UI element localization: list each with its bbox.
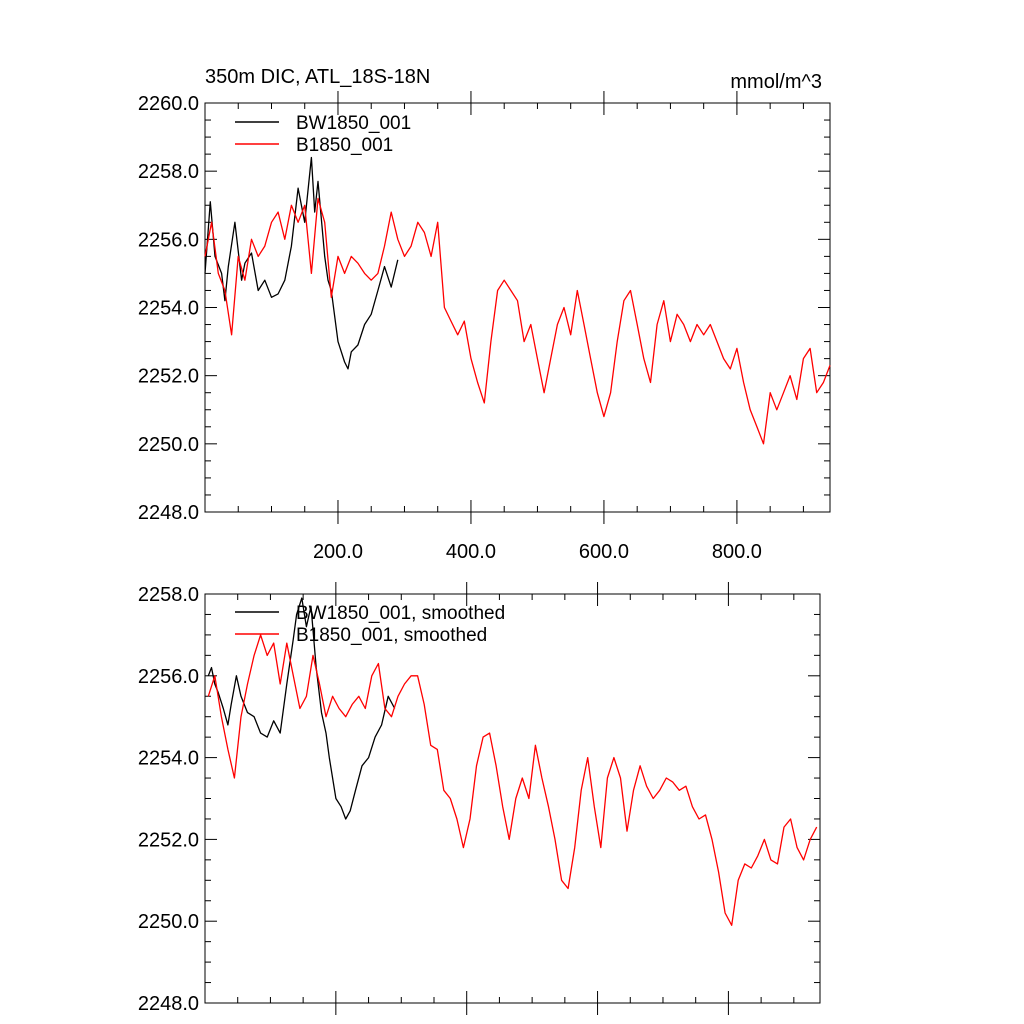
x-tick-label: 800.0 <box>712 541 762 563</box>
y-tick-label: 2250.0 <box>138 911 199 933</box>
x-tick-label: 600.0 <box>579 541 629 563</box>
y-tick-label: 2256.0 <box>138 666 199 688</box>
y-tick-label: 2248.0 <box>138 502 199 524</box>
y-tick-label: 2256.0 <box>138 229 199 251</box>
y-tick-label: 2258.0 <box>138 584 199 606</box>
bottom-panel: 2248.0 2250.0 2252.0 2254.0 2256.0 2258.0 BW18… <box>138 582 821 1015</box>
y-tick-label: 2254.0 <box>138 298 199 320</box>
y-tick-label: 2252.0 <box>138 829 199 851</box>
chart-title: 350m DIC, ATL_18S-18N <box>205 66 430 88</box>
series-line-b1850-001 <box>204 197 831 445</box>
series-line-bw1850-001-smoothed <box>207 597 396 820</box>
plot-frame <box>204 102 831 513</box>
series-line-b1850-001-smoothed <box>207 634 818 926</box>
y-tick-label: 2248.0 <box>138 993 199 1015</box>
y-tick-label: 2258.0 <box>138 161 199 183</box>
legend-label: B1850_001 <box>296 135 393 156</box>
legend-label: BW1850_001, smoothed <box>296 603 505 624</box>
y-tick-label: 2260.0 <box>138 93 199 115</box>
legend-label: BW1850_001 <box>296 113 411 134</box>
y-tick-label: 2250.0 <box>138 434 199 456</box>
series-line-bw1850-001 <box>204 156 399 370</box>
y-tick-label: 2252.0 <box>138 366 199 388</box>
y-tick-label: 2254.0 <box>138 748 199 770</box>
plot-frame <box>204 593 821 1004</box>
chart-units: mmol/m^3 <box>730 71 822 93</box>
legend-label: B1850_001, smoothed <box>296 625 487 646</box>
top-panel: 2248.0 2250.0 2252.0 2254.0 2256.0 2258.0 2260… <box>138 66 831 563</box>
x-tick-label: 200.0 <box>313 541 363 563</box>
x-tick-label: 400.0 <box>446 541 496 563</box>
